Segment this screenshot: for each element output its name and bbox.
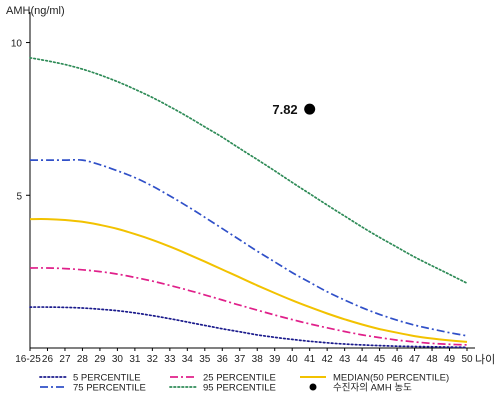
x-tick-label: 46	[392, 354, 404, 365]
series-2	[29, 218, 468, 343]
x-tick-label: 43	[339, 354, 351, 365]
series-line	[29, 218, 468, 343]
legend-marker	[309, 383, 317, 391]
patient-amh-point	[304, 103, 316, 115]
y-tick-label: 5	[16, 191, 22, 202]
x-tick-label: 38	[252, 354, 264, 365]
series-layer	[29, 56, 468, 349]
legend-label: 25 PERCENTILE	[203, 373, 276, 384]
x-tick-label: 40	[287, 354, 299, 365]
x-tick-label: 47	[409, 354, 421, 365]
x-tick-label: 29	[94, 354, 106, 365]
x-tick-label: 31	[129, 354, 141, 365]
x-axis-title: 나이	[475, 353, 495, 366]
legend-item: 수진자의 AMH 농도	[309, 383, 412, 394]
x-tick-label: 39	[269, 354, 281, 365]
x-tick-label: 16-25	[15, 354, 41, 365]
x-tick-label: 42	[322, 354, 334, 365]
x-tick-label: 26	[42, 354, 54, 365]
series-4	[29, 56, 468, 285]
x-tick-label: 37	[234, 354, 246, 365]
series-line	[29, 56, 468, 285]
x-tick-label: 45	[374, 354, 386, 365]
y-axis-title: AMH(ng/ml)	[6, 5, 65, 17]
x-tick-label: 50	[461, 354, 473, 365]
x-tick-label: 41	[304, 354, 316, 365]
x-tick-label: 32	[147, 354, 159, 365]
legend-item: MEDIAN(50 PERCENTILE)	[300, 373, 449, 384]
x-tick-label: 30	[112, 354, 124, 365]
legend-item: 5 PERCENTILE	[39, 373, 141, 384]
legend-item: 95 PERCENTILE	[169, 383, 276, 394]
x-tick-label: 49	[444, 354, 456, 365]
x-tick-label: 33	[164, 354, 176, 365]
legend-label: 5 PERCENTILE	[73, 373, 141, 384]
legend-label: MEDIAN(50 PERCENTILE)	[333, 373, 449, 384]
x-tick-label: 34	[182, 354, 194, 365]
legend-label: 95 PERCENTILE	[203, 383, 276, 394]
series-1	[29, 267, 468, 346]
series-line	[29, 267, 468, 346]
x-tick-label: 27	[59, 354, 71, 365]
patient-amh-value: 7.82	[272, 102, 297, 117]
x-tick-label: 28	[77, 354, 89, 365]
x-tick-label: 48	[426, 354, 438, 365]
legend-item: 75 PERCENTILE	[40, 383, 146, 394]
y-tick-label: 10	[11, 39, 23, 50]
series-0	[29, 306, 468, 349]
series-3	[29, 158, 468, 337]
legend-label: 수진자의 AMH 농도	[333, 383, 412, 394]
legend-item: 25 PERCENTILE	[170, 373, 276, 384]
x-tick-label: 36	[217, 354, 229, 365]
axes: AMH(ng/ml) 5 10 16-25 26 27 28 29 30 31 32 33 34 35 36…	[6, 5, 495, 366]
annotation-layer: 7.82	[272, 102, 316, 117]
x-tick-label: 35	[199, 354, 211, 365]
series-line	[29, 306, 468, 349]
legend-label: 75 PERCENTILE	[73, 383, 146, 394]
series-line	[29, 158, 468, 337]
x-tick-label: 44	[357, 354, 369, 365]
